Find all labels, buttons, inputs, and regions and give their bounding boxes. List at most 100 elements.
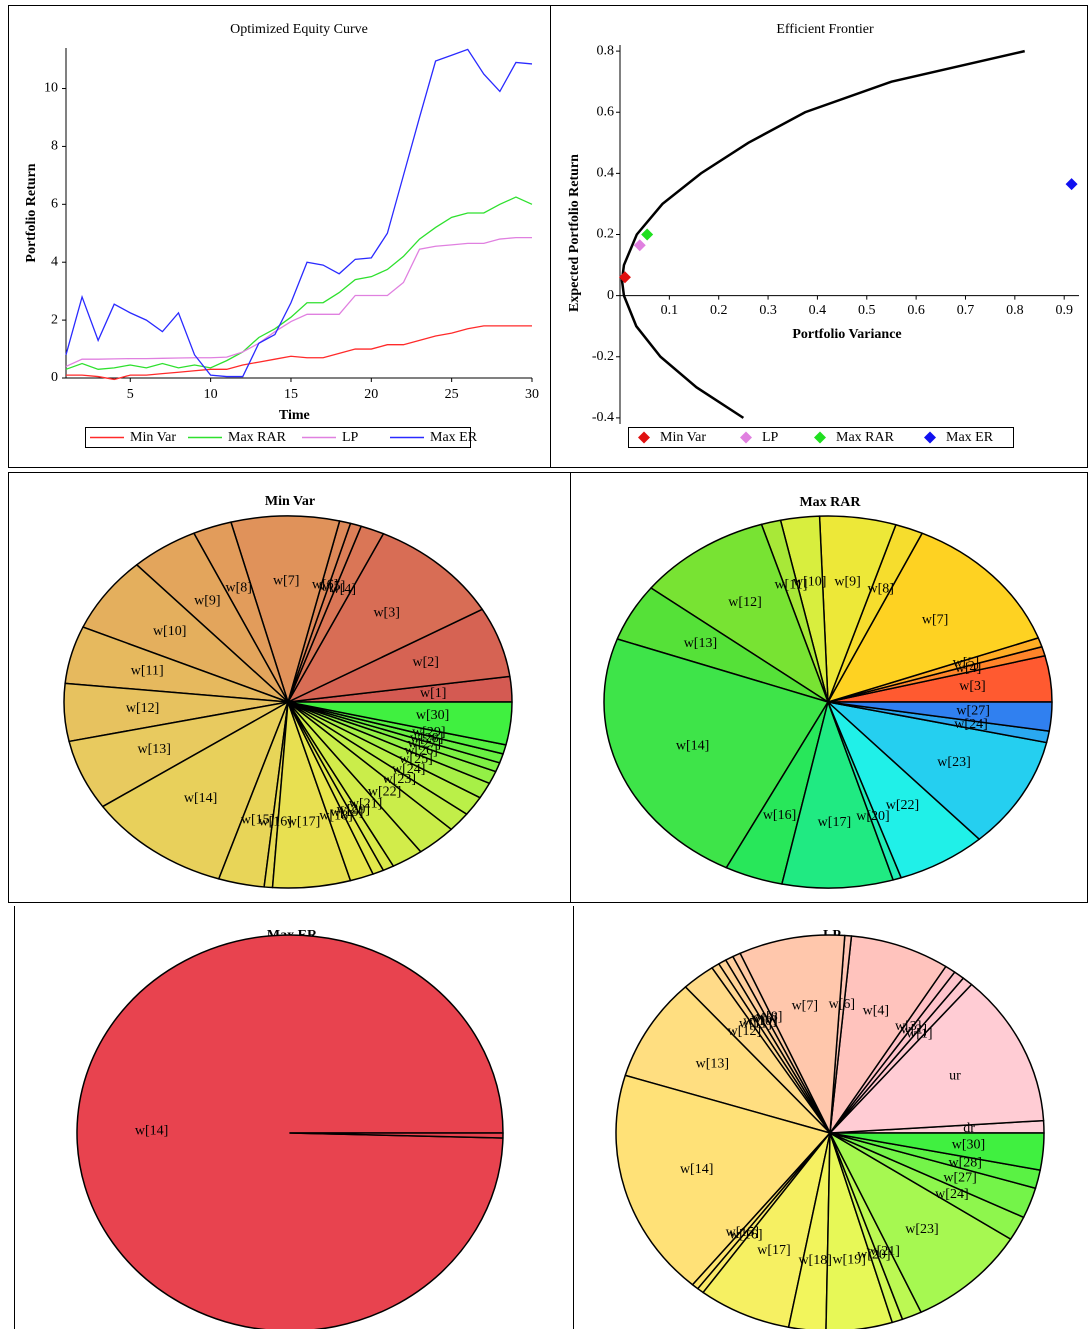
slice-label: w[14] [135,1124,168,1139]
slice-label: w[6] [312,577,338,592]
y-tick-label: -0.4 [592,410,614,425]
slice-label: w[8] [868,582,894,597]
y-tick-label: 6 [51,197,58,212]
slice-label: w[13] [684,636,717,651]
y-axis-label: Portfolio Return [24,163,39,262]
slice-label: w[27] [943,1171,976,1186]
slice-label: w[14] [676,739,709,754]
slice-label: w[27] [956,704,989,719]
y-tick-label: 0.2 [597,227,615,242]
legend-label: Max ER [430,430,478,445]
slice-label: w[7] [792,999,818,1014]
y-tick-label: 0.4 [597,166,615,181]
legend-swatch [814,431,826,444]
x-tick-label: 0.4 [809,303,827,318]
slice-label: w[15] [241,812,274,827]
legend-swatch [740,431,752,444]
pie-slice [829,1132,1012,1313]
slice-label: w[20] [856,809,889,824]
slice-label: w[3] [895,1019,921,1034]
y-tick-label: -0.2 [592,349,614,364]
slice-label: w[4] [863,1004,889,1019]
chart-title: Efficient Frontier [776,22,874,37]
x-tick-label: 0.5 [858,303,876,318]
y-tick-label: 0.8 [597,43,615,58]
y-axis-label: Expected Portfolio Return [567,154,582,312]
slice-label: w[20] [337,802,370,817]
slice-label: w[14] [680,1162,713,1177]
pie-slice [650,523,829,703]
legend-label: Min Var [130,430,176,445]
slice-label: w[28] [949,1155,982,1170]
legend-label: Min Var [660,430,706,445]
slice-label: w[5] [319,579,345,594]
slice-label: w[8] [756,1009,782,1024]
x-tick-label: 25 [445,387,459,402]
slice-label: w[18] [319,808,352,823]
pie-slice [287,532,483,703]
slice-label: w[13] [696,1057,729,1072]
pie-slice [76,934,504,1329]
slice-label: w[29] [412,725,445,740]
slice-label: w[3] [959,679,985,694]
frontier-curve [620,49,1025,419]
slice-label: w[4] [955,661,981,676]
x-tick-label: 5 [127,387,134,402]
point [1065,178,1078,191]
legend-label: LP [762,430,779,445]
x-axis-label: Portfolio Variance [792,327,901,342]
slice-label: w[23] [905,1222,938,1237]
slice-label: w[26] [404,743,437,758]
pie-slice [624,986,831,1134]
y-tick-label: 10 [44,81,58,96]
x-tick-label: 0.9 [1055,303,1073,318]
pie-slice [289,1132,504,1139]
chart-title: Max RAR [799,495,861,510]
pie-slice [739,934,846,1134]
slice-label: w[25] [399,752,432,767]
slice-label: w[5] [953,655,979,670]
slice-label: w[16] [258,815,291,830]
slice-label: w[6] [829,997,855,1012]
y-tick-label: 0.6 [597,104,615,119]
x-tick-label: 20 [364,387,378,402]
slice-label: w[10] [793,574,826,589]
slice-label: w[7] [273,573,299,588]
slice-label: w[24] [935,1187,968,1202]
legend-label: Max RAR [228,430,287,445]
slice-label: w[12] [126,701,159,716]
slice-label: w[8] [225,580,251,595]
y-tick-label: 0 [51,370,58,385]
slice-label: w[16] [763,808,796,823]
pie-slice [230,515,341,703]
slice-label: w[17] [287,814,320,829]
slice-label: w[21] [349,797,382,812]
slice-label: w[22] [886,798,919,813]
slice-label: dr [963,1121,975,1136]
x-tick-label: 0.8 [1006,303,1024,318]
pie-slice [615,1074,831,1286]
series-line [66,325,532,381]
legend-label: LP [342,430,359,445]
pie-slice [827,701,1048,840]
pie-slice [827,701,1053,732]
slice-label: w[30] [952,1137,985,1152]
slice-label: w[18] [798,1253,831,1268]
slice-label: w[23] [937,755,970,770]
slice-label: w[13] [137,742,170,757]
slice-label: w[11] [774,577,807,592]
slice-label: w[11] [739,1017,772,1032]
slice-label: w[20] [857,1247,890,1262]
top-frame [8,5,1088,468]
slice-label: w[1] [420,686,446,701]
slice-label: w[10] [743,1014,776,1029]
slice-label: w[24] [954,717,987,732]
pie-slice [827,532,1040,703]
pie-slice [603,638,829,869]
x-tick-label: 0.6 [907,303,925,318]
x-tick-label: 15 [284,387,298,402]
slice-label: w[9] [751,1012,777,1027]
x-tick-label: 10 [204,387,218,402]
slice-label: w[9] [194,594,220,609]
pie-slice [287,701,513,746]
